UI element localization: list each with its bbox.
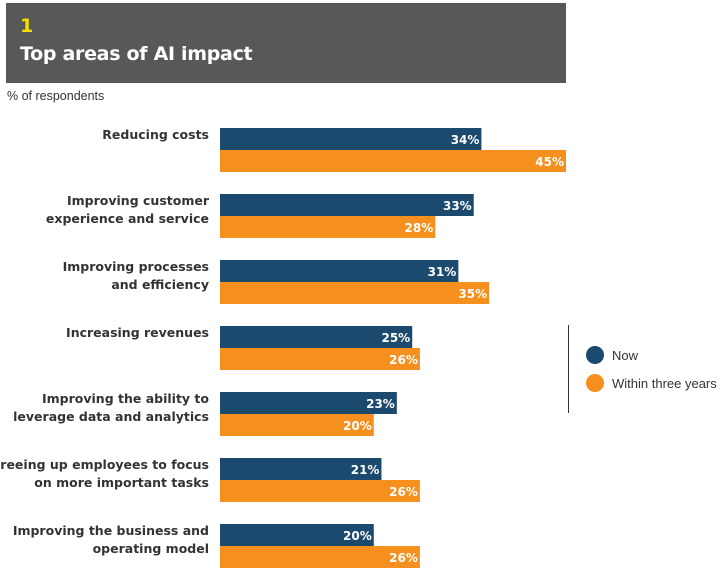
chart-subtitle: % of respondents <box>7 89 105 103</box>
value-label: 34% <box>451 133 480 147</box>
value-label: 28% <box>405 221 434 235</box>
category-label: Freeing up employees to focus on more imp… <box>0 457 209 490</box>
bar-now <box>220 194 474 216</box>
legend-item-future: Within three years <box>586 373 717 393</box>
bar-within-three-years <box>220 546 420 568</box>
chart-header: 1 Top areas of AI impact <box>6 3 566 83</box>
value-label: 35% <box>458 287 487 301</box>
legend-label-now: Now <box>612 347 639 363</box>
category-label: Reducing costs <box>102 127 209 142</box>
bar-within-three-years <box>220 216 436 238</box>
category-label: Improving customer experience and service <box>46 193 210 226</box>
bar-now <box>220 524 374 546</box>
value-label: 26% <box>389 551 418 565</box>
value-label: 31% <box>428 265 457 279</box>
value-label: 20% <box>343 529 372 543</box>
figure-number: 1 <box>20 15 34 37</box>
value-label: 26% <box>389 353 418 367</box>
bar-now <box>220 128 482 150</box>
legend-item-now: Now <box>586 345 638 365</box>
bar-within-three-years <box>220 150 566 172</box>
value-label: 26% <box>389 485 418 499</box>
bar-within-three-years <box>220 414 374 436</box>
category-label: Improving the ability to leverage data an… <box>13 391 209 424</box>
bar-now <box>220 458 382 480</box>
bar-now <box>220 392 397 414</box>
legend-swatch-future <box>586 374 604 392</box>
value-label: 33% <box>443 199 472 213</box>
category-label: Increasing revenues <box>66 325 209 340</box>
bar-within-three-years <box>220 348 420 370</box>
legend-divider <box>568 325 569 413</box>
chart-title: Top areas of AI impact <box>20 43 253 65</box>
bar-now <box>220 260 459 282</box>
value-label: 20% <box>343 419 372 433</box>
value-label: 23% <box>366 397 395 411</box>
value-label: 25% <box>381 331 410 345</box>
value-label: 21% <box>351 463 380 477</box>
category-label: Improving the business and operating mode… <box>13 523 209 556</box>
legend-label-future: Within three years <box>612 375 717 391</box>
value-label: 45% <box>535 155 564 169</box>
legend-swatch-now <box>586 346 604 364</box>
bar-now <box>220 326 413 348</box>
bar-within-three-years <box>220 282 490 304</box>
category-label: Improving processes and efficiency <box>63 259 209 292</box>
bar-within-three-years <box>220 480 420 502</box>
